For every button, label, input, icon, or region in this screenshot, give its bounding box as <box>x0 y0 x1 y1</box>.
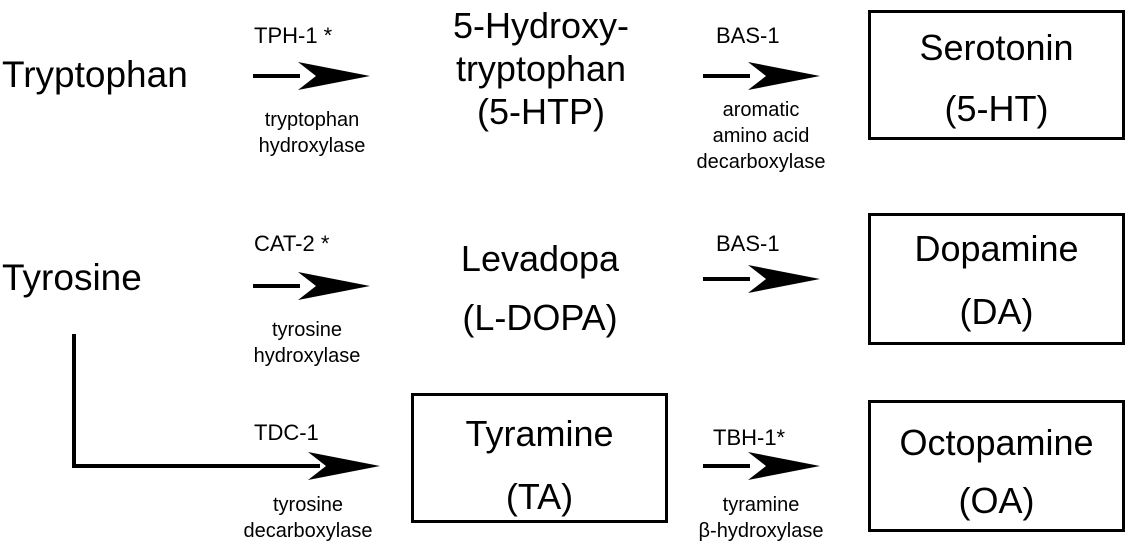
product-dopamine-abbrev: (DA) <box>959 291 1034 332</box>
arrow-bas1-dopamine <box>703 265 820 293</box>
product-serotonin-name: Serotonin <box>919 27 1074 68</box>
intermediate-5htp: 5-Hydroxy- tryptophan (5-HTP) <box>452 5 630 132</box>
enzyme-tph1-description: tryptophan hydroxylase <box>258 109 366 157</box>
intermediate-tyramine-name: Tyramine <box>465 413 614 454</box>
substrate-tryptophan: Tryptophan <box>2 54 188 95</box>
arrow-tph1 <box>253 62 370 90</box>
enzyme-tbh1-description: tyramine β-hydroxylase <box>698 494 824 542</box>
enzyme-bas1-row1: BAS-1 <box>716 23 780 48</box>
product-dopamine-name: Dopamine <box>914 228 1079 269</box>
arrow-cat2 <box>253 272 370 300</box>
enzyme-tph1: TPH-1 * <box>254 23 333 48</box>
product-serotonin-box: Serotonin (5-HT) <box>868 10 1125 140</box>
intermediate-tyramine-abbrev: (TA) <box>505 476 574 517</box>
arrow-tdc1 <box>72 334 380 480</box>
product-dopamine-box: Dopamine (DA) <box>868 213 1125 345</box>
arrow-bas1-serotonin <box>703 62 820 90</box>
product-serotonin-abbrev: (5-HT) <box>944 88 1049 129</box>
intermediate-tyramine-box: Tyramine (TA) <box>411 393 668 523</box>
enzyme-bas1-row2: BAS-1 <box>716 231 780 256</box>
product-octopamine-abbrev: (OA) <box>958 480 1035 521</box>
enzyme-tdc1: TDC-1 <box>254 420 319 445</box>
intermediate-ldopa: Levadopa (L-DOPA) <box>460 238 620 338</box>
arrow-tbh1 <box>703 452 820 480</box>
enzyme-tdc1-description: tyrosine decarboxylase <box>243 494 373 542</box>
enzyme-cat2-description: tyrosine hydroxylase <box>253 319 361 367</box>
substrate-tyrosine: Tyrosine <box>2 257 142 298</box>
product-octopamine-name: Octopamine <box>899 422 1094 463</box>
enzyme-tbh1: TBH-1* <box>713 425 786 450</box>
product-octopamine-box: Octopamine (OA) <box>868 400 1125 532</box>
enzyme-cat2: CAT-2 * <box>254 231 330 256</box>
enzyme-bas1-description: aromatic amino acid decarboxylase <box>696 99 826 173</box>
